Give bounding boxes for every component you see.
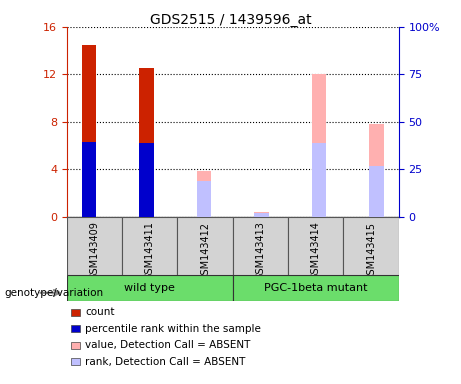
Bar bbox=[369, 124, 384, 217]
Bar bbox=[254, 212, 269, 217]
Bar bbox=[254, 213, 269, 217]
Text: GSM143412: GSM143412 bbox=[200, 222, 210, 281]
Text: percentile rank within the sample: percentile rank within the sample bbox=[85, 324, 261, 334]
Bar bbox=[288, 217, 343, 275]
Bar bbox=[122, 217, 177, 275]
Text: wild type: wild type bbox=[124, 283, 175, 293]
Bar bbox=[197, 171, 211, 217]
FancyBboxPatch shape bbox=[67, 275, 233, 301]
Text: value, Detection Call = ABSENT: value, Detection Call = ABSENT bbox=[85, 340, 251, 350]
Text: GSM143411: GSM143411 bbox=[145, 222, 155, 280]
Bar bbox=[139, 68, 154, 217]
FancyBboxPatch shape bbox=[233, 275, 399, 301]
Bar bbox=[197, 181, 211, 217]
Bar bbox=[67, 217, 122, 275]
Bar bbox=[369, 166, 384, 217]
Text: GDS2515 / 1439596_at: GDS2515 / 1439596_at bbox=[150, 13, 311, 27]
Text: GSM143414: GSM143414 bbox=[311, 222, 321, 280]
Text: GSM143413: GSM143413 bbox=[255, 222, 266, 280]
Bar bbox=[343, 217, 399, 275]
Bar bbox=[312, 74, 326, 217]
Bar bbox=[82, 45, 96, 217]
Bar bbox=[139, 143, 154, 217]
Bar bbox=[233, 217, 288, 275]
Text: GSM143409: GSM143409 bbox=[89, 222, 100, 280]
Text: GSM143415: GSM143415 bbox=[366, 222, 376, 281]
Text: PGC-1beta mutant: PGC-1beta mutant bbox=[264, 283, 367, 293]
Text: count: count bbox=[85, 307, 115, 317]
Text: genotype/variation: genotype/variation bbox=[5, 288, 104, 298]
Bar bbox=[82, 142, 96, 217]
Bar bbox=[177, 217, 233, 275]
Text: rank, Detection Call = ABSENT: rank, Detection Call = ABSENT bbox=[85, 357, 246, 367]
Bar bbox=[312, 143, 326, 217]
